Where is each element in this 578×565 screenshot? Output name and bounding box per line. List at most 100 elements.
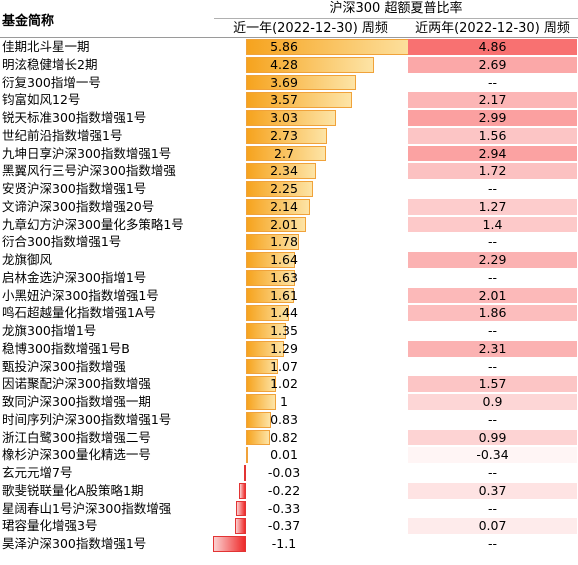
- two-year-cell: --: [407, 180, 578, 198]
- two-year-value: 1.27: [478, 198, 507, 214]
- one-year-cell: 4.28: [214, 56, 407, 74]
- one-year-cell: 1.63: [214, 269, 407, 287]
- data-bar: [246, 252, 295, 268]
- heat-fill: [408, 305, 577, 321]
- one-year-value: 2.7: [274, 145, 294, 161]
- two-year-cell: 2.31: [407, 340, 578, 358]
- two-year-cell: --: [407, 535, 578, 553]
- table-row: 钧富如风12号 3.57 2.17: [0, 91, 578, 109]
- one-year-cell: 0.82: [214, 429, 407, 447]
- one-year-value: 1: [280, 394, 288, 409]
- fund-name-cell: 小黑妞沪深300指数增强1号: [2, 287, 159, 303]
- two-year-cell: --: [407, 74, 578, 92]
- data-bar: [246, 110, 337, 126]
- header-fund-name: 基金简称: [2, 14, 55, 29]
- one-year-cell: 1.64: [214, 251, 407, 269]
- data-bar: [246, 145, 327, 162]
- one-year-value: 2.14: [270, 198, 298, 214]
- data-bar: [246, 234, 300, 250]
- two-year-value: --: [487, 269, 498, 285]
- two-year-value: --: [487, 234, 498, 250]
- header-group-title: 沪深300 超额夏普比率: [214, 0, 578, 19]
- data-bar: [246, 429, 271, 446]
- two-year-cell: 1.27: [407, 198, 578, 216]
- fund-name-cell: 钧富如风12号: [2, 92, 81, 108]
- one-year-cell: 3.69: [214, 74, 407, 92]
- table-row: 歌斐锐联量化A股策略1期 -0.22 0.37: [0, 482, 578, 500]
- one-year-value: 2.73: [270, 127, 298, 143]
- one-year-cell: -0.03: [214, 464, 407, 482]
- one-year-cell: 3.57: [214, 91, 407, 109]
- data-bar: [244, 465, 246, 481]
- two-year-value: 2.69: [478, 56, 507, 72]
- one-year-cell: 3.03: [214, 109, 407, 127]
- two-year-value: --: [487, 536, 498, 551]
- two-year-cell: 1.56: [407, 127, 578, 145]
- two-year-value: 2.99: [478, 110, 507, 125]
- one-year-value: 0.82: [270, 429, 298, 445]
- table-row: 世纪前沿指数增强1号 2.73 1.56: [0, 127, 578, 145]
- two-year-cell: --: [407, 411, 578, 429]
- fund-name-cell: 锐天标准300指数增强1号: [2, 110, 147, 125]
- two-year-value: 2.29: [478, 252, 507, 267]
- two-year-value: 1.86: [478, 305, 507, 321]
- table-row: 佳期北斗星一期 5.86 4.86: [0, 38, 578, 56]
- one-year-value: 1.61: [270, 287, 298, 303]
- two-year-cell: --: [407, 500, 578, 518]
- header-col-two-year: 近两年(2022-12-30) 周频: [415, 21, 570, 36]
- data-bar: [246, 376, 277, 392]
- one-year-value: 2.25: [270, 181, 298, 196]
- fund-name-cell: 世纪前沿指数增强1号: [2, 127, 123, 143]
- one-year-value: -1.1: [271, 536, 297, 551]
- two-year-cell: 0.99: [407, 429, 578, 447]
- two-year-cell: 1.4: [407, 216, 578, 234]
- two-year-value: -0.34: [476, 447, 509, 463]
- one-year-value: 1.02: [270, 376, 298, 392]
- one-year-cell: 2.25: [214, 180, 407, 198]
- one-year-cell: 1.35: [214, 322, 407, 340]
- one-year-value: 3.69: [270, 74, 298, 90]
- heat-fill: [408, 482, 577, 499]
- table-row: 浙江白鹭300指数增强二号 0.82 0.99: [0, 429, 578, 447]
- one-year-cell: 2.14: [214, 198, 407, 216]
- two-year-cell: 2.99: [407, 109, 578, 127]
- one-year-value: -0.22: [267, 482, 301, 498]
- table-row: 玄元元增7号 -0.03 --: [0, 464, 578, 482]
- heat-fill: [408, 163, 577, 179]
- table-row: 明泫稳健增长2期 4.28 2.69: [0, 56, 578, 74]
- table-row: 衍合300指数增强1号 1.78 --: [0, 233, 578, 251]
- two-year-value: 1.72: [478, 163, 507, 179]
- heat-fill: [408, 518, 577, 534]
- table-row: 致同沪深300指数增强一期 1 0.9: [0, 393, 578, 411]
- data-bar: [236, 500, 246, 517]
- two-year-cell: --: [407, 464, 578, 482]
- table-row: 星阔春山1号沪深300指数增强 -0.33 --: [0, 500, 578, 518]
- fund-name-cell: 致同沪深300指数增强一期: [2, 394, 151, 409]
- one-year-value: 3.03: [270, 110, 298, 125]
- fund-name-cell: 明泫稳健增长2期: [2, 56, 98, 72]
- fund-name-cell: 龙旗御风: [2, 252, 53, 267]
- fund-name-cell: 鸣石超越量化指数增强1A号: [2, 305, 157, 321]
- two-year-value: --: [487, 465, 498, 480]
- heat-fill: [408, 216, 577, 233]
- one-year-value: 1.44: [270, 305, 298, 321]
- fund-name-cell: 佳期北斗星一期: [2, 39, 90, 54]
- one-year-cell: -1.1: [213, 535, 407, 553]
- header-col-one-year: 近一年(2022-12-30) 周频: [233, 21, 388, 36]
- heat-fill: [408, 127, 577, 144]
- fund-name-cell: 浙江白鹭300指数增强二号: [2, 429, 151, 445]
- fund-name-cell: 因诺聚配沪深300指数增强: [2, 376, 151, 392]
- table-row: 文谛沪深300指数增强20号 2.14 1.27: [0, 198, 578, 216]
- data-bar: [246, 216, 306, 233]
- one-year-value: 1.35: [270, 323, 298, 338]
- fund-name-cell: 启林金选沪深300指增1号: [2, 269, 147, 285]
- data-bar: [246, 340, 285, 357]
- table-row: 时间序列沪深300指数增强1号 0.83 --: [0, 411, 578, 429]
- two-year-value: --: [487, 411, 498, 427]
- fund-name-cell: 黑翼风行三号沪深300指数增强: [2, 163, 176, 179]
- two-year-cell: 2.29: [407, 251, 578, 269]
- table-row: 启林金选沪深300指增1号 1.63 --: [0, 269, 578, 287]
- two-year-cell: 2.69: [407, 56, 578, 74]
- data-bar: [246, 163, 316, 179]
